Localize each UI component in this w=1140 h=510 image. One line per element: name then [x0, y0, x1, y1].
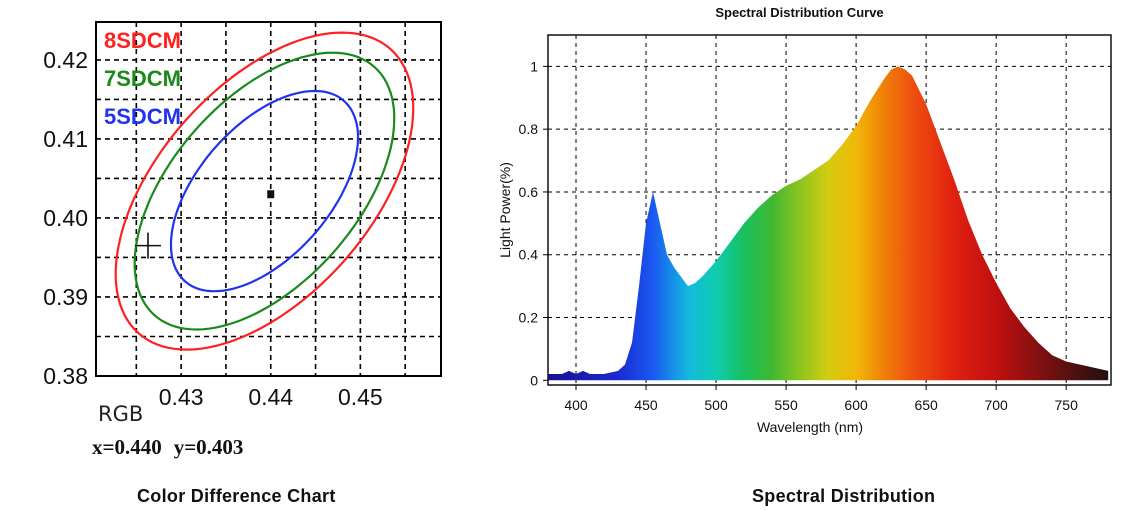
y-tick-label: 0.41	[43, 126, 88, 152]
y-tick-label: 0.4	[519, 247, 539, 263]
x-tick-label: 450	[634, 397, 658, 413]
y-tick-label: 0.6	[519, 184, 539, 200]
measured-point-marker	[267, 190, 275, 199]
legend-8sdcm: 8SDCM	[104, 28, 181, 53]
y-tick-label: 0.8	[519, 121, 539, 137]
x-axis-label: Wavelength (nm)	[757, 419, 863, 435]
xy-readout: x=0.440 y=0.403	[92, 435, 255, 460]
x-tick-label: 750	[1055, 397, 1079, 413]
y-tick-label: 0	[530, 372, 538, 388]
chart-title: Spectral Distribution Curve	[715, 5, 883, 20]
right-caption: Spectral Distribution	[752, 486, 936, 506]
y-tick-label: 1	[530, 58, 538, 74]
ellipse-7sdcm	[133, 51, 396, 331]
legend-7sdcm: 7SDCM	[104, 66, 181, 91]
x-tick-label: 400	[564, 397, 588, 413]
x-tick-label: 0.45	[338, 384, 383, 410]
ellipse-8sdcm	[114, 31, 415, 351]
rgb-label: RGB	[98, 402, 144, 426]
x-tick-label: 700	[984, 397, 1008, 413]
legend-5sdcm: 5SDCM	[104, 104, 181, 129]
spectrum-area	[548, 66, 1109, 381]
y-tick-label: 0.42	[43, 47, 88, 73]
y-readout: y=0.403	[173, 435, 244, 459]
color-difference-chart: 8SDCM 7SDCM 5SDCM 0.38 0.39 0.40 0.41 0.42 0.43 0…	[43, 21, 442, 410]
y-tick-label: 0.38	[43, 363, 88, 389]
x-tick-label: 0.44	[248, 384, 293, 410]
x-tick-label: 0.43	[159, 384, 204, 410]
x-tick-label: 550	[774, 397, 798, 413]
x-tick-label: 600	[844, 397, 868, 413]
x-tick-label: 500	[704, 397, 728, 413]
y-axis-label: Light Power(%)	[497, 162, 513, 258]
left-caption: Color Difference Chart	[137, 486, 336, 506]
y-tick-label: 0.40	[43, 205, 88, 231]
x-readout: x=0.440	[92, 435, 162, 459]
y-tick-label: 0.39	[43, 284, 88, 310]
spectral-distribution-chart: 0 0.2 0.4 0.6 0.8 1 400 450 500 550 600 650 700 750 Sp…	[497, 5, 1112, 435]
y-tick-label: 0.2	[519, 310, 539, 326]
plot-area	[95, 21, 442, 377]
ellipse-5sdcm	[169, 89, 360, 293]
x-tick-label: 650	[914, 397, 938, 413]
